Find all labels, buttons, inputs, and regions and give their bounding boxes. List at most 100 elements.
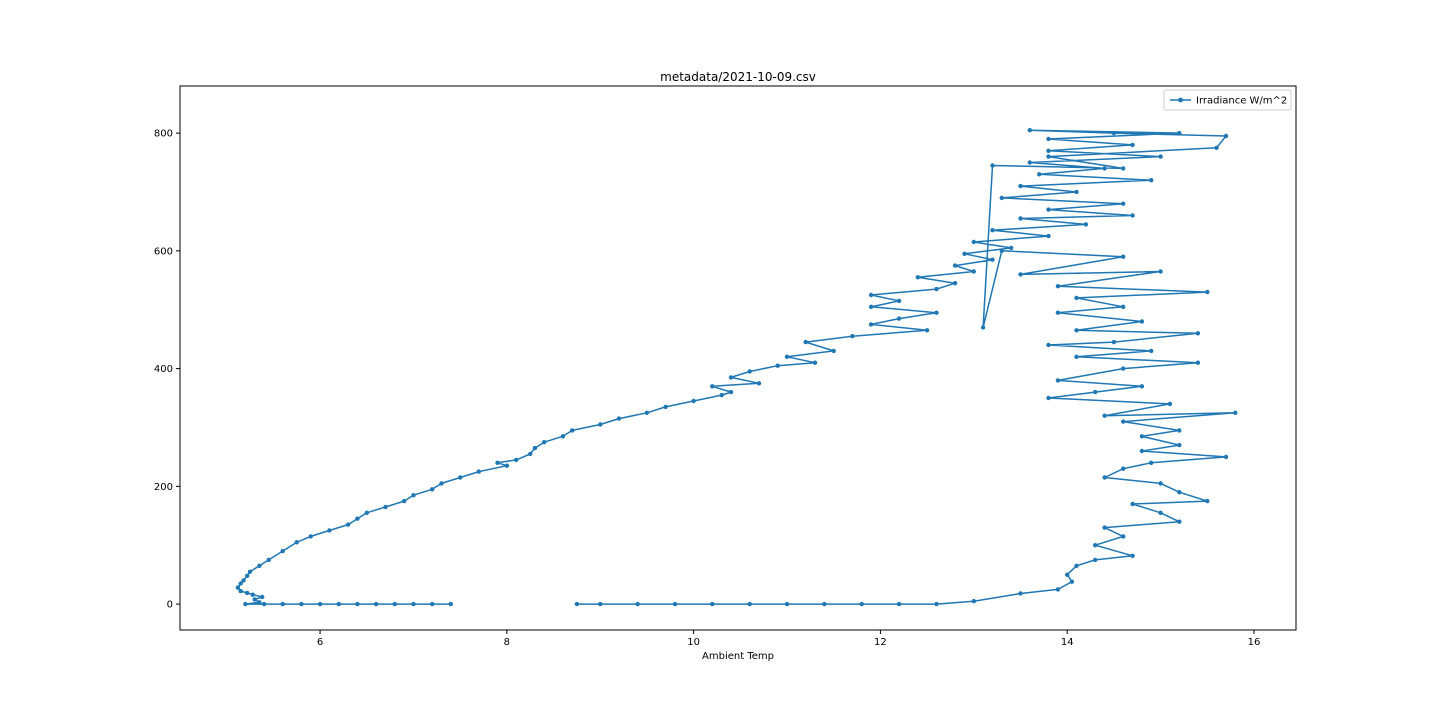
y-tick-label-1: 200 (154, 482, 173, 493)
data-point-97 (1046, 136, 1051, 142)
data-point-77 (962, 251, 967, 256)
data-point-136 (1139, 448, 1145, 454)
data-point-48 (616, 416, 622, 421)
data-point-36 (439, 481, 444, 486)
data-point-155 (1055, 587, 1061, 592)
data-point-126 (1139, 384, 1145, 389)
data-point-147 (1102, 525, 1107, 530)
data-point-58 (775, 363, 780, 368)
data-point-70 (868, 292, 874, 298)
data-point-76 (990, 257, 995, 262)
data-point-20 (241, 578, 246, 583)
data-point-68 (868, 304, 874, 309)
data-point-144 (1130, 501, 1135, 507)
data-point-24 (266, 557, 271, 563)
data-point-87 (999, 195, 1004, 201)
data-point-137 (1223, 454, 1229, 460)
data-point-35 (430, 487, 435, 492)
data-point-71 (934, 286, 939, 292)
data-point-54 (710, 384, 715, 389)
data-point-161 (822, 601, 827, 607)
data-point-46 (570, 428, 575, 433)
data-point-56 (728, 375, 734, 380)
data-point-7 (317, 601, 323, 607)
series-line-0 (237, 129, 1237, 605)
data-point-45 (560, 434, 566, 439)
x-tick-label-4: 14 (1061, 637, 1074, 648)
data-point-127 (1093, 389, 1098, 395)
data-point-43 (532, 445, 538, 451)
data-point-31 (364, 510, 369, 515)
data-point-118 (1195, 331, 1201, 336)
data-point-39 (504, 463, 510, 468)
data-point-120 (1046, 342, 1051, 348)
data-point-34 (411, 493, 416, 498)
plot-frame (179, 85, 1297, 631)
data-point-124 (1121, 366, 1126, 371)
data-point-116 (1139, 319, 1145, 324)
data-point-50 (663, 404, 668, 410)
data-point-26 (294, 540, 299, 545)
data-point-60 (784, 354, 790, 359)
data-point-128 (1046, 395, 1051, 401)
data-point-27 (308, 534, 313, 539)
data-point-12 (257, 600, 262, 605)
data-point-114 (1121, 304, 1126, 309)
legend-label: Irradiance W/m^2 (1196, 96, 1287, 107)
data-point-109 (1018, 272, 1023, 277)
data-point-78 (1009, 245, 1014, 251)
x-tick-label-1: 8 (504, 637, 510, 648)
data-point-91 (1037, 172, 1042, 177)
data-point-63 (850, 334, 855, 339)
data-point-96 (1130, 142, 1135, 148)
data-point-11 (243, 601, 248, 607)
data-point-117 (1074, 328, 1079, 333)
data-point-122 (1074, 354, 1079, 359)
data-point-55 (756, 381, 762, 386)
data-point-94 (1158, 154, 1163, 159)
data-point-129 (1167, 401, 1173, 407)
legend: Irradiance W/m^2 (1163, 89, 1292, 111)
data-point-158 (934, 601, 939, 607)
data-point-104 (1121, 166, 1126, 171)
data-point-66 (896, 316, 902, 321)
data-point-157 (971, 599, 976, 604)
data-point-21 (245, 573, 250, 578)
data-point-162 (784, 601, 790, 607)
data-point-51 (691, 398, 696, 404)
data-point-93 (1027, 160, 1033, 165)
data-point-25 (280, 548, 285, 554)
data-point-132 (1121, 419, 1126, 424)
data-point-81 (990, 228, 995, 233)
data-point-9 (280, 601, 285, 607)
data-point-59 (812, 360, 818, 365)
data-point-14 (260, 594, 265, 600)
data-point-168 (574, 601, 580, 607)
legend-box (1163, 89, 1292, 111)
data-point-61 (831, 348, 836, 354)
data-point-33 (401, 498, 407, 504)
data-point-30 (355, 516, 360, 521)
data-point-42 (528, 451, 533, 457)
data-point-98 (1177, 130, 1182, 136)
data-point-167 (598, 601, 603, 607)
data-point-88 (1074, 189, 1079, 195)
data-point-101 (1223, 133, 1229, 139)
data-point-44 (542, 440, 547, 445)
data-point-62 (803, 339, 808, 345)
data-point-135 (1177, 442, 1182, 448)
data-point-47 (598, 422, 603, 427)
data-point-41 (514, 457, 519, 463)
data-point-2 (411, 601, 416, 607)
data-point-4 (373, 601, 379, 607)
data-point-3 (392, 601, 397, 607)
data-point-141 (1158, 481, 1163, 486)
data-point-142 (1177, 490, 1182, 495)
data-point-53 (728, 389, 734, 395)
data-point-112 (1205, 289, 1210, 295)
data-point-84 (1130, 213, 1135, 218)
legend-marker (1178, 97, 1183, 103)
data-point-86 (1121, 201, 1126, 206)
data-point-160 (859, 601, 864, 607)
